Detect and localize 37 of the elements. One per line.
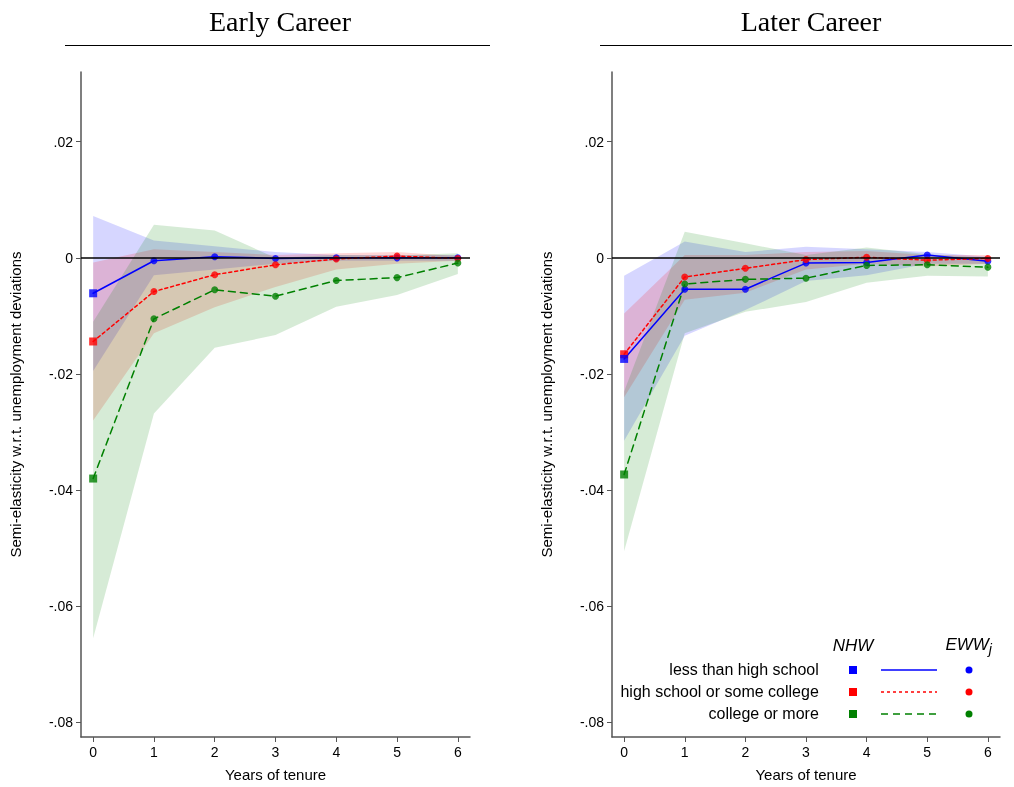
x-tick-label: 2 (741, 744, 750, 760)
x-tick-label: 0 (89, 744, 98, 760)
x-tick-label: 1 (150, 744, 159, 760)
x-axis-title: Years of tenure (224, 766, 327, 783)
y-axis-title: Semi-elasticity w.r.t. unemployment deviations (538, 251, 555, 558)
legend-label: high school or some college (619, 682, 820, 702)
x-tick-label: 0 (620, 744, 629, 760)
y-tick-label: -.08 (48, 714, 74, 731)
x-tick-label: 2 (210, 744, 219, 760)
x-tick-label: 3 (802, 744, 811, 760)
y-tick-label: -.04 (48, 482, 74, 499)
x-tick-label: 5 (923, 744, 932, 760)
y-tick-label: -.08 (579, 714, 605, 731)
x-axis-title: Years of tenure (755, 766, 857, 783)
annotation: EWW$_{j}$ (944, 633, 993, 659)
annotation: NHW (831, 634, 876, 657)
x-tick-label: 3 (271, 744, 280, 760)
chart-title: Early Career (208, 5, 352, 37)
chart-title: Later Career (740, 5, 883, 37)
y-tick-label: -.04 (579, 482, 605, 499)
legend-label: college or more (707, 704, 820, 724)
y-tick-label: .02 (584, 133, 605, 150)
x-tick-label: 1 (680, 744, 689, 760)
y-tick-label: -.02 (48, 366, 74, 383)
y-tick-label: -.06 (48, 598, 74, 615)
y-tick-label: 0 (596, 249, 605, 266)
x-tick-label: 6 (453, 744, 462, 760)
x-tick-label: 4 (332, 744, 341, 760)
legend-label: less than high school (668, 660, 820, 680)
y-tick-label: 0 (65, 249, 74, 266)
y-tick-label: .02 (53, 133, 74, 150)
y-axis-title: Semi-elasticity w.r.t. unemployment deviations (7, 251, 24, 558)
y-tick-label: -.02 (579, 366, 605, 383)
y-tick-label: -.06 (579, 598, 605, 615)
x-tick-label: 5 (393, 744, 402, 760)
x-tick-label: 4 (862, 744, 871, 760)
x-tick-label: 6 (983, 744, 992, 760)
